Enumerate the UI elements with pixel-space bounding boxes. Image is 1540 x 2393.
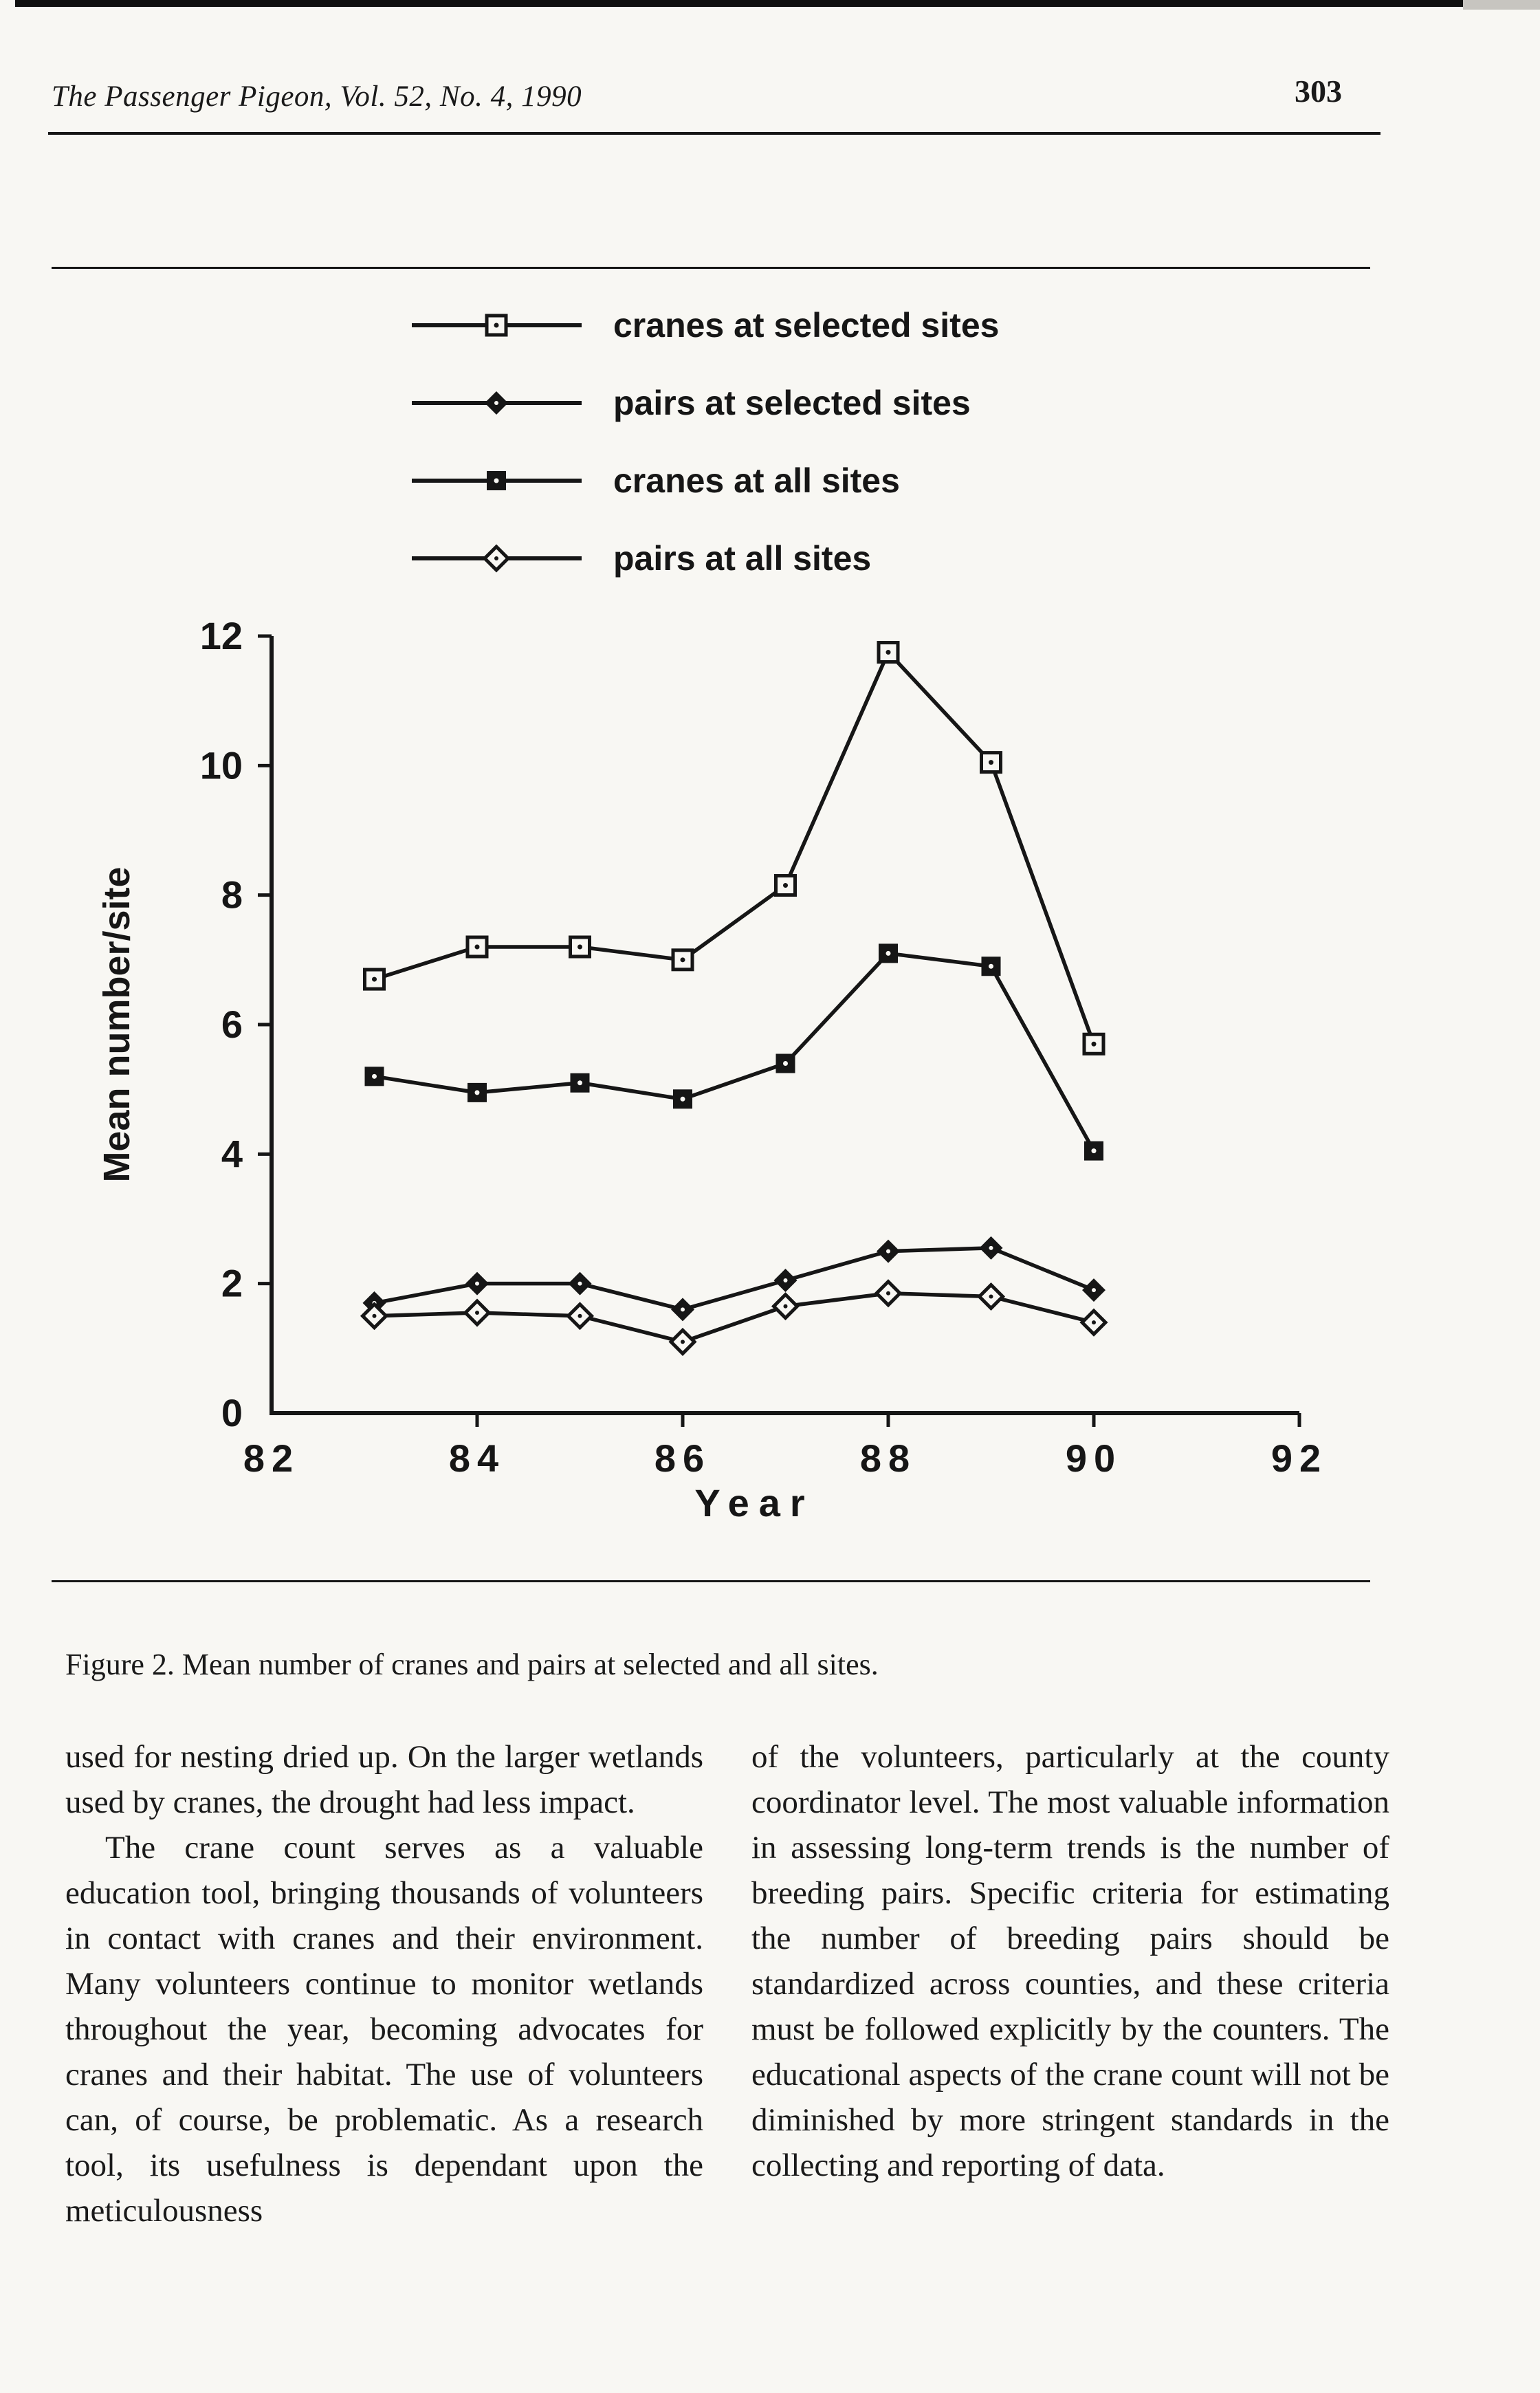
x-axis-title: Year bbox=[694, 1481, 814, 1525]
series-line bbox=[374, 1291, 1094, 1344]
chart-legend: cranes at selected sites pairs at selecte… bbox=[409, 286, 999, 597]
page-number: 303 bbox=[1295, 74, 1342, 109]
chart-svg: 0 2 4 6 8 10 12 82 84 86 88 90 92 Mean number/site Yea… bbox=[96, 614, 1328, 1525]
legend-label: cranes at all sites bbox=[613, 461, 900, 500]
y-tick-label: 4 bbox=[221, 1132, 243, 1175]
open-square-marker bbox=[1082, 1032, 1106, 1056]
y-tick-label: 2 bbox=[221, 1262, 243, 1305]
series-line bbox=[373, 1246, 1095, 1312]
legend-marker-filled-diamond bbox=[412, 391, 582, 415]
y-tick-label: 12 bbox=[200, 614, 243, 657]
legend-item: cranes at all sites bbox=[409, 441, 999, 519]
x-tick-label: 90 bbox=[1066, 1436, 1122, 1480]
x-tick-label: 86 bbox=[654, 1436, 711, 1480]
paragraph: used for nesting dried up. On the larger… bbox=[65, 1739, 703, 1820]
legend-label: cranes at selected sites bbox=[613, 305, 1000, 345]
paragraph: The crane count serves as a valuable edu… bbox=[65, 1830, 703, 2229]
legend-marker-filled-square bbox=[412, 470, 582, 490]
paragraph: of the volunteers, particularly at the c… bbox=[751, 1739, 1389, 2183]
legend-marker-open-diamond bbox=[412, 543, 582, 573]
legend-item: cranes at selected sites bbox=[409, 286, 999, 364]
legend-label: pairs at all sites bbox=[613, 538, 872, 578]
y-tick-label: 0 bbox=[221, 1391, 243, 1434]
y-tick-label: 8 bbox=[221, 873, 243, 917]
legend-item: pairs at selected sites bbox=[409, 364, 999, 441]
series-line bbox=[373, 650, 1096, 1045]
body-right-column: of the volunteers, particularly at the c… bbox=[751, 1734, 1389, 2188]
open-square-marker bbox=[671, 948, 694, 972]
body-left-column: used for nesting dried up. On the larger… bbox=[65, 1734, 703, 2233]
y-tick-label: 6 bbox=[221, 1003, 243, 1046]
header-rule bbox=[48, 132, 1380, 135]
legend-marker-open-square bbox=[412, 314, 582, 336]
scan-artifact-grey bbox=[1463, 0, 1540, 10]
y-tick-label: 10 bbox=[200, 743, 243, 787]
x-tick-label: 82 bbox=[243, 1436, 300, 1480]
scan-artifact-bar bbox=[15, 0, 1464, 7]
y-axis-title: Mean number/site bbox=[96, 866, 138, 1182]
legend-label: pairs at selected sites bbox=[613, 383, 971, 422]
open-square-marker bbox=[877, 641, 900, 664]
figure-caption: Figure 2. Mean number of cranes and pair… bbox=[65, 1648, 879, 1681]
figure-bottom-rule bbox=[52, 1580, 1370, 1582]
open-square-marker bbox=[774, 874, 797, 897]
figure-top-rule bbox=[52, 267, 1370, 269]
x-tick-label: 84 bbox=[449, 1436, 505, 1480]
x-tick-label: 92 bbox=[1271, 1436, 1328, 1480]
x-tick-label: 88 bbox=[860, 1436, 916, 1480]
journal-title: The Passenger Pigeon, Vol. 52, No. 4, 19… bbox=[52, 80, 582, 113]
series-line bbox=[374, 951, 1096, 1152]
legend-item: pairs at all sites bbox=[409, 519, 999, 597]
